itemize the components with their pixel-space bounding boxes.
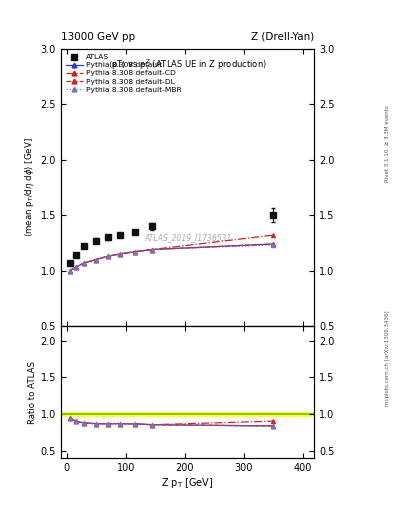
Y-axis label: $\langle$mean p$_\mathregular{T}$/d$\eta$ d$\phi\rangle$ [GeV]: $\langle$mean p$_\mathregular{T}$/d$\eta… [24, 137, 37, 237]
X-axis label: Z p$_\mathregular{T}$ [GeV]: Z p$_\mathregular{T}$ [GeV] [161, 476, 214, 490]
Text: Rivet 3.1.10, ≥ 3.3M events: Rivet 3.1.10, ≥ 3.3M events [385, 105, 389, 182]
Text: Z (Drell-Yan): Z (Drell-Yan) [251, 32, 314, 42]
Text: 13000 GeV pp: 13000 GeV pp [61, 32, 135, 42]
Text: ATLAS_2019_I1736531: ATLAS_2019_I1736531 [144, 233, 231, 242]
Text: $\langle$pT$\rangle$ vs $\mathregular{p_T^Z}$ (ATLAS UE in Z production): $\langle$pT$\rangle$ vs $\mathregular{p_… [108, 57, 267, 72]
Legend: ATLAS, Pythia 8.308 default, Pythia 8.308 default-CD, Pythia 8.308 default-DL, P: ATLAS, Pythia 8.308 default, Pythia 8.30… [65, 52, 183, 94]
Y-axis label: Ratio to ATLAS: Ratio to ATLAS [28, 360, 37, 423]
Bar [61, 412, 314, 416]
Text: mcplots.cern.ch [arXiv:1306.3436]: mcplots.cern.ch [arXiv:1306.3436] [385, 311, 389, 406]
